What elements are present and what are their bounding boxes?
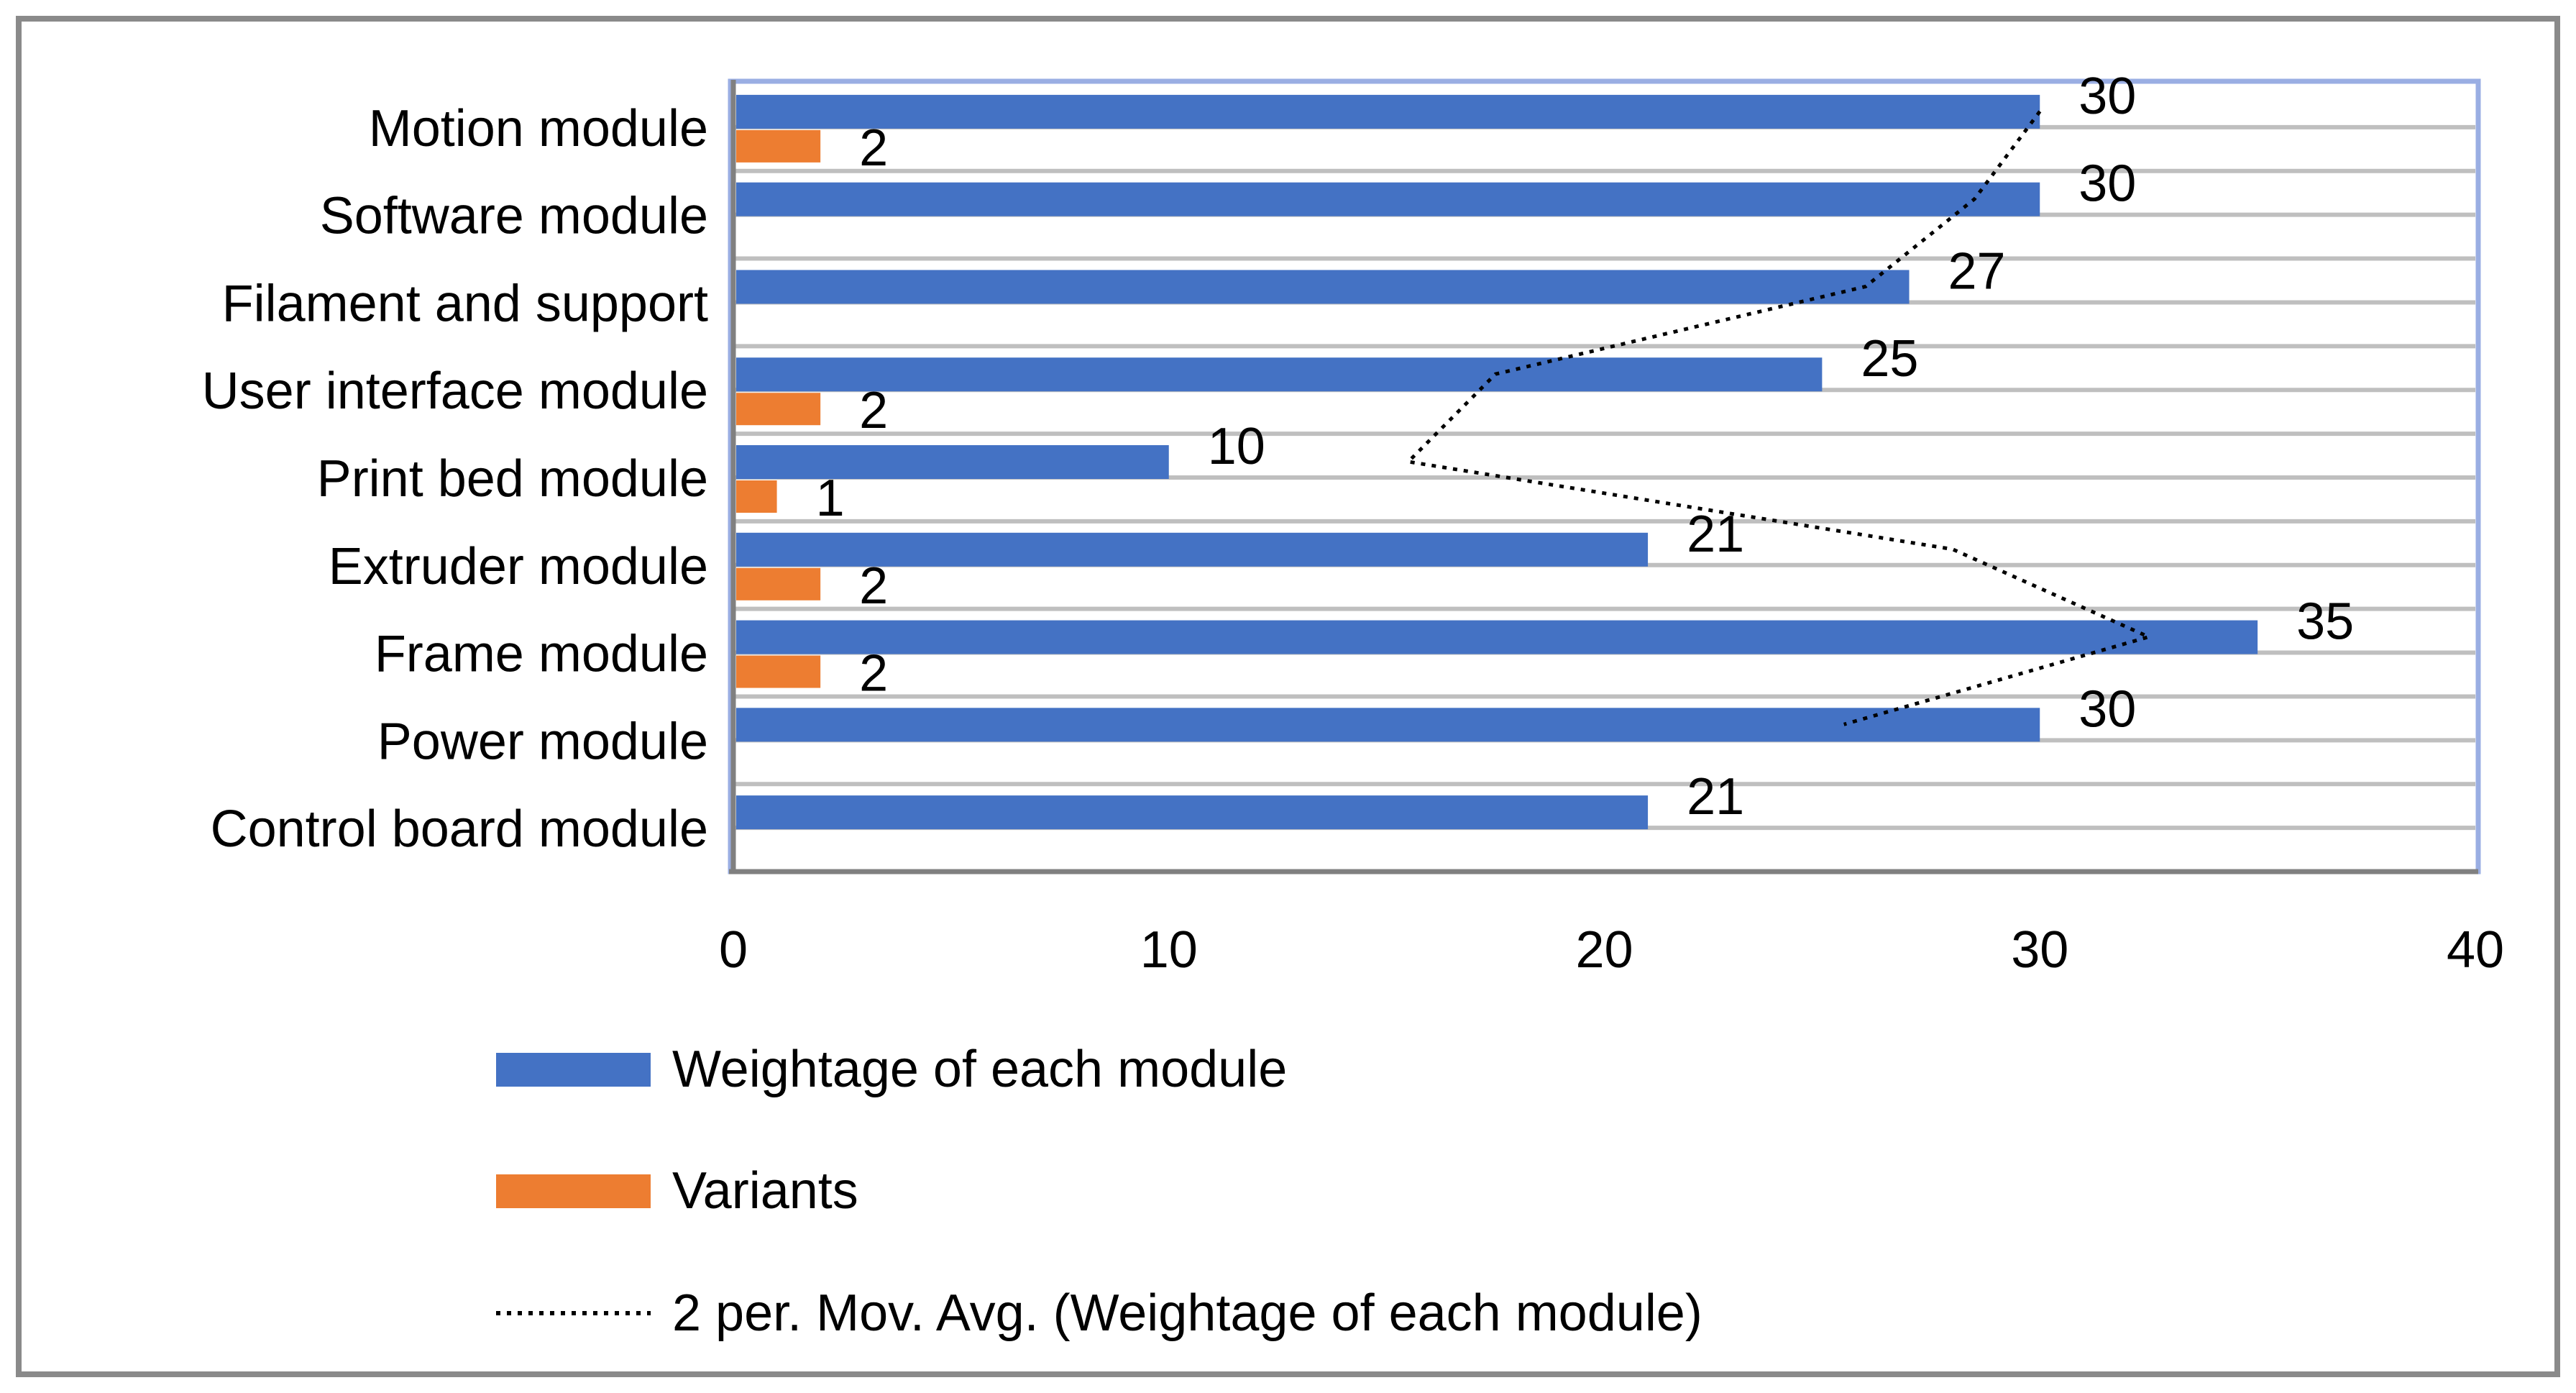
category-label-print-bed-module: Print bed module xyxy=(317,450,708,508)
bar-weightage-frame-module xyxy=(736,620,2258,654)
bar-variants-frame-module xyxy=(736,655,821,688)
category-label-user-interface-module: User interface module xyxy=(202,362,708,420)
value-label-weightage-frame-module: 35 xyxy=(2296,593,2354,651)
category-label-control-board-module: Control board module xyxy=(211,800,708,858)
moving-average-trendline xyxy=(1404,110,2154,726)
value-label-weightage-software-module: 30 xyxy=(2078,155,2136,213)
value-label-variants-print-bed-module: 1 xyxy=(816,470,845,527)
legend-item-moving-average: 2 per. Mov. Avg. (Weightage of each modu… xyxy=(496,1284,1702,1342)
category-label-power-module: Power module xyxy=(377,713,708,770)
x-tick-label-20: 20 xyxy=(1575,921,1633,979)
value-label-variants-frame-module: 2 xyxy=(859,645,888,703)
bar-weightage-user-interface-module xyxy=(736,357,1823,392)
legend-swatch-blue xyxy=(496,1052,651,1087)
legend-label-moving-average: 2 per. Mov. Avg. (Weightage of each modu… xyxy=(672,1284,1702,1342)
bar-variants-user-interface-module xyxy=(736,393,821,426)
bar-weightage-print-bed-module xyxy=(736,445,1169,479)
value-label-weightage-motion-module: 30 xyxy=(2078,68,2136,125)
x-tick-label-30: 30 xyxy=(2011,921,2068,979)
value-label-weightage-filament-and-support: 27 xyxy=(1948,242,2006,300)
bar-weightage-motion-module xyxy=(736,94,2040,129)
value-label-variants-user-interface-module: 2 xyxy=(859,382,888,439)
value-label-weightage-power-module: 30 xyxy=(2078,680,2136,738)
category-label-filament-and-support: Filament and support xyxy=(222,275,708,332)
category-label-software-module: Software module xyxy=(320,188,708,245)
value-label-weightage-control-board-module: 21 xyxy=(1687,768,1744,826)
category-label-extruder-module: Extruder module xyxy=(329,538,708,595)
bar-variants-extruder-module xyxy=(736,567,821,600)
value-label-weightage-print-bed-module: 10 xyxy=(1208,418,1265,475)
bar-weightage-filament-and-support xyxy=(736,270,1910,304)
x-tick-label-0: 0 xyxy=(719,921,748,979)
bar-weightage-extruder-module xyxy=(736,532,1649,567)
bar-variants-motion-module xyxy=(736,129,821,163)
bar-variants-print-bed-module xyxy=(736,480,777,513)
value-label-variants-extruder-module: 2 xyxy=(859,557,888,615)
legend-swatch-dotted-line xyxy=(496,1311,651,1315)
bar-weightage-control-board-module xyxy=(736,795,1649,830)
x-tick-label-10: 10 xyxy=(1140,921,1198,979)
category-label-frame-module: Frame module xyxy=(375,626,708,683)
category-label-motion-module: Motion module xyxy=(369,100,708,157)
value-label-weightage-user-interface-module: 25 xyxy=(1861,330,1918,388)
bar-weightage-software-module xyxy=(736,182,2040,216)
x-tick-label-40: 40 xyxy=(2447,921,2504,979)
bar-weightage-power-module xyxy=(736,708,2040,742)
legend-swatch-orange xyxy=(496,1174,651,1208)
value-label-weightage-extruder-module: 21 xyxy=(1687,506,1744,563)
legend-item-weightage: Weightage of each module xyxy=(496,1041,1287,1098)
value-label-variants-motion-module: 2 xyxy=(859,119,888,177)
legend-label-weightage: Weightage of each module xyxy=(672,1041,1288,1098)
legend-label-variants: Variants xyxy=(672,1162,858,1220)
legend-item-variants: Variants xyxy=(496,1162,858,1220)
